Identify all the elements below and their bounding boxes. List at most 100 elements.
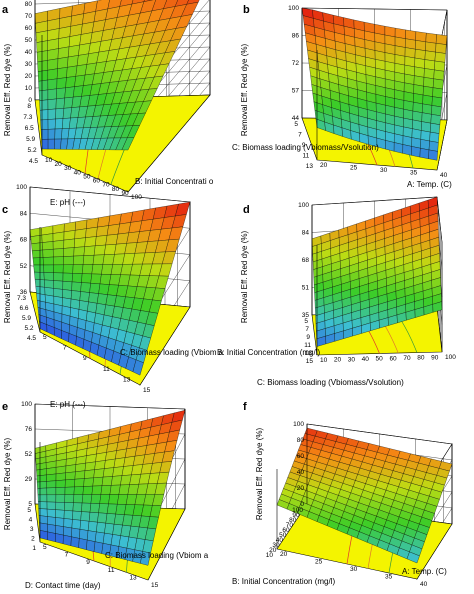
z-tick-label: 60 <box>25 25 33 32</box>
surface-cell <box>47 88 57 100</box>
surface-cell <box>421 112 432 124</box>
surface-cell <box>55 494 66 503</box>
z-axis-label: Removal Eff. Red dye (%) <box>3 438 12 531</box>
x-tick-label: 7.3 <box>23 114 32 121</box>
x-axis-label: D: Contact time (day) <box>25 581 101 590</box>
response-surface <box>34 409 186 566</box>
surface-cell <box>92 254 105 265</box>
surface-cell <box>424 50 436 62</box>
y-tick-label: 40 <box>74 169 82 176</box>
y-tick-label: 90 <box>431 354 439 361</box>
y-tick-label: 40 <box>362 356 370 363</box>
z-tick-label: 100 <box>293 421 304 428</box>
surface-cell <box>82 264 94 275</box>
surface-cell <box>415 31 427 43</box>
z-tick-label: 10 <box>25 85 33 92</box>
z-tick-label: 70 <box>25 13 33 20</box>
surface-cell <box>72 264 84 274</box>
z-tick-label: 80 <box>297 437 305 444</box>
y-tick-label: 10 <box>45 157 53 164</box>
surface-cell <box>53 280 64 290</box>
y-tick-label: 50 <box>83 173 91 180</box>
y-tick-label: 15 <box>143 387 151 394</box>
surface-cell <box>87 521 98 533</box>
surface-cell <box>55 465 67 475</box>
y-tick-label: 13 <box>129 574 137 581</box>
y-axis-label: A: Temp. (C) <box>407 180 452 189</box>
surface-cell <box>75 462 86 472</box>
z-tick-label: 68 <box>20 237 28 244</box>
z-tick-label: 36 <box>20 289 28 296</box>
surface-cell <box>46 480 57 489</box>
y-tick-label: 20 <box>55 161 63 168</box>
surface-cell <box>432 87 443 99</box>
surface-cell <box>90 273 102 285</box>
surface-cell <box>55 108 65 120</box>
surface-cell <box>47 48 59 61</box>
surface-cell <box>92 476 104 487</box>
x-tick-label: 15 <box>306 358 314 365</box>
surface-cell <box>104 523 115 535</box>
surface-cell <box>422 94 433 106</box>
y-tick-label: 60 <box>389 355 397 362</box>
y-tick-label: 35 <box>385 574 393 581</box>
surface-cell <box>55 517 65 527</box>
surface-cell <box>100 485 112 495</box>
surface-cell <box>55 502 65 511</box>
z-tick-label: 52 <box>20 263 28 270</box>
surface-cell <box>105 233 119 246</box>
y-tick-label: 30 <box>348 356 356 363</box>
surface-cell <box>55 533 64 544</box>
surface-cell <box>74 470 86 480</box>
x-tick-label: 6.6 <box>19 305 28 312</box>
surface-cell <box>423 77 434 88</box>
surface-cell <box>36 50 48 63</box>
z-tick-label: 84 <box>20 210 28 217</box>
surface-cell <box>73 494 84 504</box>
surface-cell <box>41 233 54 243</box>
surface-cell <box>36 468 47 477</box>
surface-cell <box>64 479 76 488</box>
surface-cell <box>85 226 98 238</box>
z-tick-label: 51 <box>302 285 310 292</box>
surface-cell <box>113 457 126 468</box>
z-axis-label: Removal Eff. Red dye (%) <box>3 231 12 324</box>
surface-cell <box>72 510 82 521</box>
surface-cell <box>55 509 65 519</box>
y-axis-label: C: Biomass loading (Vbiom a <box>105 551 209 560</box>
surface-cell <box>58 36 71 49</box>
surface-cell <box>413 84 424 96</box>
x-tick-label: 5.2 <box>24 325 33 332</box>
z-tick-label: 72 <box>292 60 300 67</box>
surface-cell <box>64 486 75 495</box>
surface-cell <box>70 536 80 548</box>
surface-cell <box>414 66 425 78</box>
y-axis-label: C: Biomass loading (Vbiom a <box>120 348 224 357</box>
surface-cell <box>74 478 85 488</box>
surface-cell <box>56 77 67 89</box>
surface-cell <box>101 476 113 486</box>
surface-cell <box>65 464 77 473</box>
response-surface <box>29 201 191 376</box>
surface-cell <box>55 97 65 110</box>
surface-cell <box>56 67 68 79</box>
surface-cell <box>84 469 95 479</box>
y-tick-label: 30 <box>380 167 388 174</box>
surface-cell <box>56 87 66 100</box>
y-tick-label: 11 <box>108 567 115 574</box>
x-tick-label: 4.5 <box>29 158 38 165</box>
surface-cell <box>67 55 79 68</box>
y-tick-label: 70 <box>102 182 110 189</box>
z-tick-label: 57 <box>292 88 300 95</box>
surface-cell <box>53 248 64 258</box>
x-axis-label: C: Biomass loading (Vbiomass/Vsolution) <box>232 143 379 152</box>
surface-cell <box>79 520 90 531</box>
response-surface <box>276 427 453 564</box>
surface-cell <box>83 245 96 256</box>
surface-cell <box>171 409 186 423</box>
y-tick-label: 50 <box>376 356 384 363</box>
surface-cell <box>62 281 73 291</box>
surface-cell <box>39 99 49 111</box>
surface-cell <box>411 146 421 158</box>
surface-cell <box>53 264 64 274</box>
